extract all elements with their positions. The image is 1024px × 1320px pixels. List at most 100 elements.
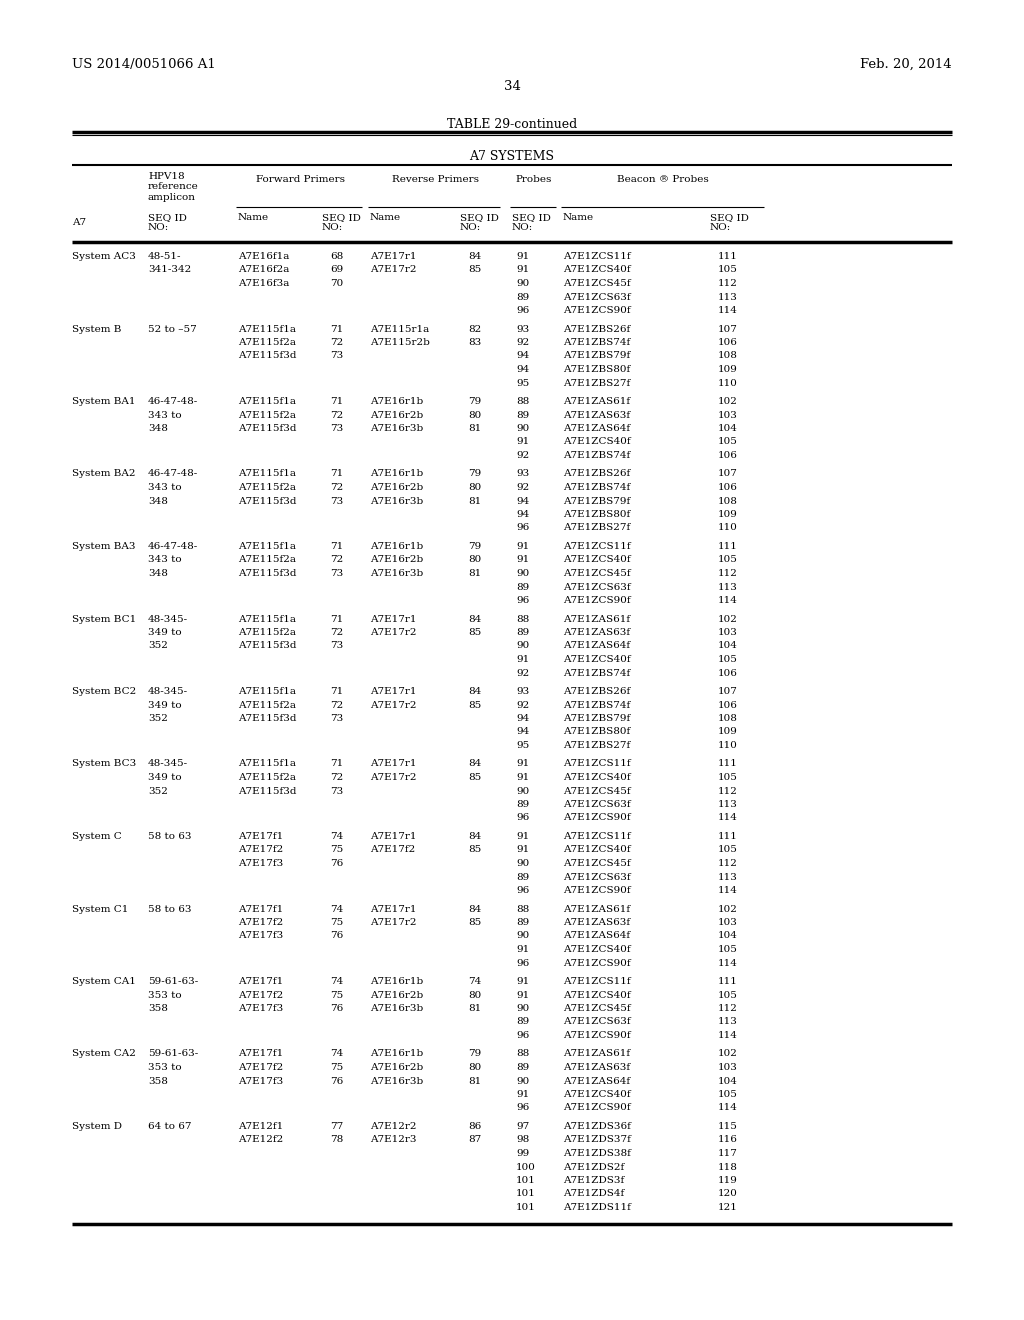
- Text: A7E115f3d: A7E115f3d: [238, 787, 297, 796]
- Text: A7E17f2: A7E17f2: [238, 846, 284, 854]
- Text: A7E17f3: A7E17f3: [238, 1077, 284, 1085]
- Text: A7E1ZCS90f: A7E1ZCS90f: [563, 1104, 631, 1113]
- Text: 105: 105: [718, 945, 738, 954]
- Text: 78: 78: [330, 1135, 343, 1144]
- Text: 96: 96: [516, 597, 529, 605]
- Text: 104: 104: [718, 642, 738, 651]
- Text: 74: 74: [330, 1049, 343, 1059]
- Text: 349 to: 349 to: [148, 701, 181, 710]
- Text: A7E1ZCS11f: A7E1ZCS11f: [563, 832, 631, 841]
- Text: 110: 110: [718, 379, 738, 388]
- Text: 77: 77: [330, 1122, 343, 1131]
- Text: A7E16r3b: A7E16r3b: [370, 496, 423, 506]
- Text: Forward Primers: Forward Primers: [256, 176, 344, 183]
- Text: A7E1ZAS63f: A7E1ZAS63f: [563, 628, 630, 638]
- Text: 85: 85: [468, 846, 481, 854]
- Text: 75: 75: [330, 990, 343, 999]
- Text: 93: 93: [516, 470, 529, 479]
- Text: A7E1ZDS37f: A7E1ZDS37f: [563, 1135, 631, 1144]
- Text: 59-61-63-: 59-61-63-: [148, 1049, 199, 1059]
- Text: 93: 93: [516, 686, 529, 696]
- Text: A7E12r3: A7E12r3: [370, 1135, 417, 1144]
- Text: 91: 91: [516, 846, 529, 854]
- Text: 114: 114: [718, 1104, 738, 1113]
- Text: 102: 102: [718, 1049, 738, 1059]
- Text: A7E17r1: A7E17r1: [370, 252, 417, 261]
- Text: 114: 114: [718, 958, 738, 968]
- Text: 85: 85: [468, 265, 481, 275]
- Text: A7E1ZCS11f: A7E1ZCS11f: [563, 759, 631, 768]
- Text: A7E1ZBS27f: A7E1ZBS27f: [563, 524, 630, 532]
- Text: A7E1ZBS27f: A7E1ZBS27f: [563, 379, 630, 388]
- Text: 90: 90: [516, 569, 529, 578]
- Text: A7E115f3d: A7E115f3d: [238, 569, 297, 578]
- Text: 114: 114: [718, 306, 738, 315]
- Text: A7E17f3: A7E17f3: [238, 859, 284, 869]
- Text: 104: 104: [718, 1077, 738, 1085]
- Text: A7E115f2a: A7E115f2a: [238, 411, 296, 420]
- Text: 118: 118: [718, 1163, 738, 1172]
- Text: A7E17r1: A7E17r1: [370, 615, 417, 623]
- Text: A7E16r2b: A7E16r2b: [370, 411, 423, 420]
- Text: A7E115f2a: A7E115f2a: [238, 338, 296, 347]
- Text: 71: 71: [330, 397, 343, 407]
- Text: 72: 72: [330, 338, 343, 347]
- Text: 85: 85: [468, 774, 481, 781]
- Text: A7E16r3b: A7E16r3b: [370, 1077, 423, 1085]
- Text: A7E1ZCS40f: A7E1ZCS40f: [563, 556, 631, 565]
- Text: A7E17r2: A7E17r2: [370, 628, 417, 638]
- Text: A7E12f2: A7E12f2: [238, 1135, 284, 1144]
- Text: 98: 98: [516, 1135, 529, 1144]
- Text: System BA2: System BA2: [72, 470, 135, 479]
- Text: 112: 112: [718, 787, 738, 796]
- Text: A7E17r1: A7E17r1: [370, 832, 417, 841]
- Text: A7E1ZDS4f: A7E1ZDS4f: [563, 1189, 625, 1199]
- Text: A7E1ZBS80f: A7E1ZBS80f: [563, 727, 630, 737]
- Text: 91: 91: [516, 265, 529, 275]
- Text: A7E1ZCS45f: A7E1ZCS45f: [563, 859, 631, 869]
- Text: 90: 90: [516, 1077, 529, 1085]
- Text: A7E17r2: A7E17r2: [370, 265, 417, 275]
- Text: 85: 85: [468, 917, 481, 927]
- Text: 71: 71: [330, 686, 343, 696]
- Text: A7E17f3: A7E17f3: [238, 932, 284, 940]
- Text: A7E115f1a: A7E115f1a: [238, 615, 296, 623]
- Text: A7E1ZCS63f: A7E1ZCS63f: [563, 1018, 631, 1027]
- Text: 102: 102: [718, 904, 738, 913]
- Text: 93: 93: [516, 325, 529, 334]
- Text: 111: 111: [718, 832, 738, 841]
- Text: US 2014/0051066 A1: US 2014/0051066 A1: [72, 58, 216, 71]
- Text: 89: 89: [516, 1018, 529, 1027]
- Text: A7E16r3b: A7E16r3b: [370, 569, 423, 578]
- Text: A7E1ZBS74f: A7E1ZBS74f: [563, 668, 630, 677]
- Text: A7E16r3b: A7E16r3b: [370, 424, 423, 433]
- Text: 113: 113: [718, 1018, 738, 1027]
- Text: A7E1ZBS74f: A7E1ZBS74f: [563, 338, 630, 347]
- Text: 58 to 63: 58 to 63: [148, 904, 191, 913]
- Text: 111: 111: [718, 252, 738, 261]
- Text: 101: 101: [516, 1176, 536, 1185]
- Text: 101: 101: [516, 1203, 536, 1212]
- Text: 80: 80: [468, 556, 481, 565]
- Text: 114: 114: [718, 1031, 738, 1040]
- Text: A7E1ZAS64f: A7E1ZAS64f: [563, 1077, 630, 1085]
- Text: 72: 72: [330, 556, 343, 565]
- Text: A7E17r1: A7E17r1: [370, 759, 417, 768]
- Text: 91: 91: [516, 655, 529, 664]
- Text: 349 to: 349 to: [148, 774, 181, 781]
- Text: 71: 71: [330, 759, 343, 768]
- Text: 85: 85: [468, 628, 481, 638]
- Text: 46-47-48-: 46-47-48-: [148, 470, 199, 479]
- Text: A7E1ZBS27f: A7E1ZBS27f: [563, 741, 630, 750]
- Text: 348: 348: [148, 569, 168, 578]
- Text: Feb. 20, 2014: Feb. 20, 2014: [860, 58, 952, 71]
- Text: A7E1ZCS11f: A7E1ZCS11f: [563, 252, 631, 261]
- Text: A7E16f3a: A7E16f3a: [238, 279, 290, 288]
- Text: A7E1ZAS64f: A7E1ZAS64f: [563, 424, 630, 433]
- Text: A7E1ZBS80f: A7E1ZBS80f: [563, 366, 630, 374]
- Text: 105: 105: [718, 774, 738, 781]
- Text: A7E115f2a: A7E115f2a: [238, 483, 296, 492]
- Text: 95: 95: [516, 741, 529, 750]
- Text: 348: 348: [148, 424, 168, 433]
- Text: 84: 84: [468, 615, 481, 623]
